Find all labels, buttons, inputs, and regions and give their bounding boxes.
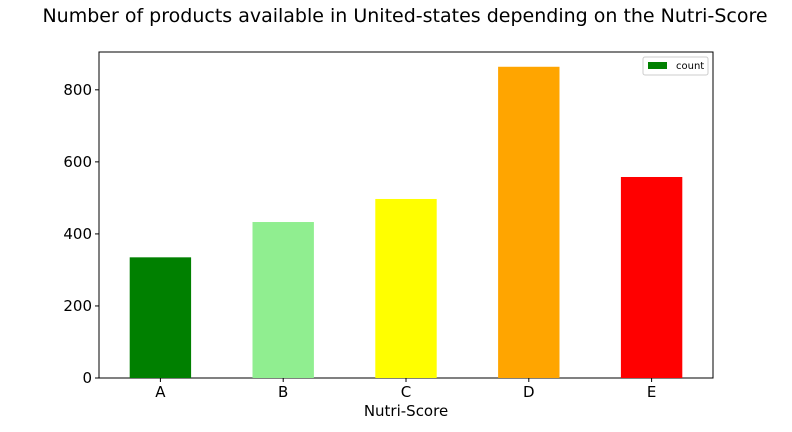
bar-d bbox=[498, 66, 560, 379]
legend-swatch bbox=[648, 62, 667, 69]
chart-title: Number of products available in United-s… bbox=[42, 5, 767, 27]
y-tick-label: 600 bbox=[63, 153, 92, 171]
x-tick-label: A bbox=[155, 383, 166, 401]
x-tick-label: E bbox=[647, 383, 656, 401]
bar-e bbox=[620, 176, 683, 378]
y-tick-label: 400 bbox=[63, 225, 92, 243]
x-tick-label: C bbox=[401, 383, 411, 401]
legend-box bbox=[642, 56, 709, 76]
y-axis: 0 200 400 600 800 bbox=[63, 81, 99, 387]
y-tick-label: 800 bbox=[63, 81, 92, 99]
legend-label: count bbox=[676, 61, 704, 72]
bar-b bbox=[252, 222, 314, 378]
x-tick-label: B bbox=[278, 383, 288, 401]
bars-group bbox=[129, 66, 683, 379]
y-tick-label: 0 bbox=[82, 369, 92, 387]
x-tick-label: D bbox=[523, 383, 535, 401]
bar-c bbox=[375, 198, 437, 378]
x-axis: A B C D E bbox=[155, 378, 656, 401]
x-axis-label: Nutri-Score bbox=[364, 402, 448, 420]
y-tick-label: 200 bbox=[63, 297, 92, 315]
bar-a bbox=[129, 257, 192, 378]
legend: count bbox=[642, 56, 709, 76]
